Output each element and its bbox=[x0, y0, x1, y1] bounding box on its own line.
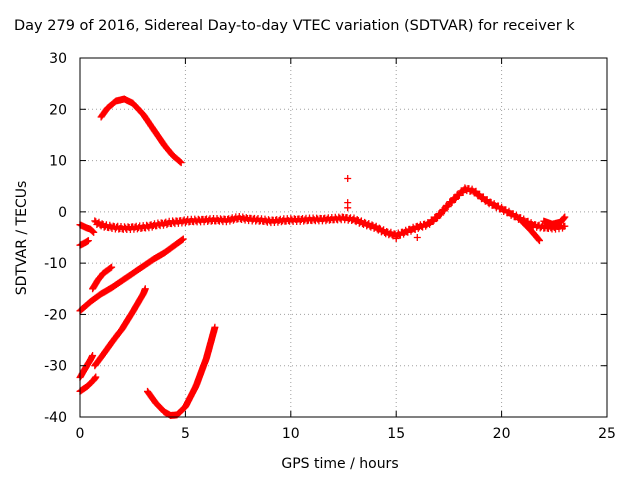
plot-frame bbox=[79, 57, 608, 418]
marker-path bbox=[144, 323, 219, 419]
series-arc-low bbox=[144, 323, 219, 419]
y-tick-label: -30 bbox=[44, 359, 67, 375]
series-outliers bbox=[344, 175, 421, 242]
marker-path bbox=[76, 235, 187, 315]
series-track-late bbox=[540, 213, 569, 228]
marker-path bbox=[76, 237, 92, 249]
y-tick-label: 20 bbox=[49, 102, 67, 118]
series-track-dip bbox=[519, 218, 543, 245]
x-tick-label: 10 bbox=[282, 426, 300, 442]
series-arc-high bbox=[97, 95, 185, 167]
y-tick-label: -40 bbox=[44, 410, 67, 426]
x-axis-label: GPS time / hours bbox=[281, 456, 399, 472]
x-tick-label: 5 bbox=[181, 426, 190, 442]
axis-ticks: 0 5 10 15 20 25 -40 -30 -20 -10 0 10 20 30 bbox=[44, 51, 616, 442]
series-small-left-2 bbox=[76, 237, 92, 249]
x-tick-label: 0 bbox=[76, 426, 85, 442]
series-ramp-mid bbox=[91, 285, 149, 370]
marker-path bbox=[519, 218, 543, 245]
data-series bbox=[76, 95, 569, 419]
y-tick-label: 10 bbox=[49, 154, 67, 170]
series-ramp-upper bbox=[76, 235, 187, 315]
y-tick-label: -20 bbox=[44, 307, 67, 323]
chart-title: Day 279 of 2016, Sidereal Day-to-day VTE… bbox=[14, 18, 575, 34]
marker-path bbox=[91, 184, 569, 241]
y-axis-label: SDTVAR / TECUs bbox=[14, 180, 30, 296]
x-tick-label: 15 bbox=[387, 426, 405, 442]
series-short-segment bbox=[89, 263, 116, 293]
marker-path bbox=[97, 95, 185, 167]
y-tick-label: -10 bbox=[44, 256, 67, 272]
x-tick-label: 20 bbox=[493, 426, 511, 442]
series-main-trace bbox=[91, 184, 569, 241]
marker-path bbox=[91, 285, 149, 370]
y-tick-label: 30 bbox=[49, 51, 67, 67]
x-tick-label: 25 bbox=[598, 426, 616, 442]
grid-lines bbox=[80, 58, 607, 417]
marker-path bbox=[344, 175, 421, 242]
y-tick-label: 0 bbox=[58, 205, 67, 221]
marker-path bbox=[540, 213, 569, 228]
marker-path bbox=[89, 263, 116, 293]
